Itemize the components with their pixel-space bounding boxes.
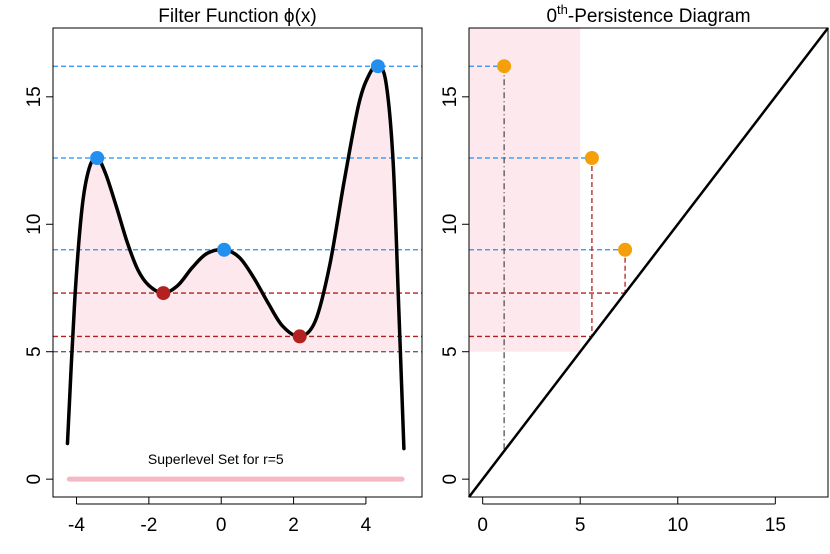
right-title: 0th-Persistence Diagram bbox=[546, 2, 750, 27]
maximum-point-0 bbox=[90, 150, 105, 165]
x-tick-label-1: -2 bbox=[140, 515, 157, 536]
maximum-point-2 bbox=[370, 59, 385, 74]
y-tick-label-2: 10 bbox=[24, 214, 45, 235]
superlevel-shade-area bbox=[67, 65, 404, 352]
x-tick-label-1: 5 bbox=[575, 515, 586, 536]
x-tick-label-3: 15 bbox=[765, 515, 786, 536]
y-tick-label-1: 5 bbox=[440, 346, 461, 357]
minimum-point-0 bbox=[156, 286, 171, 301]
x-tick-label-2: 0 bbox=[216, 515, 227, 536]
y-tick-label-1: 5 bbox=[24, 346, 45, 357]
x-tick-label-2: 10 bbox=[667, 515, 688, 536]
persistence-shaded-region bbox=[469, 28, 581, 352]
persistence-points bbox=[497, 59, 633, 257]
superlevel-region bbox=[67, 65, 404, 352]
x-tick-label-0: -4 bbox=[68, 515, 85, 536]
superlevel-annotation: Superlevel Set for r=5 bbox=[148, 451, 284, 467]
filter-function-panel: Filter Function ϕ(x) Superlevel Set for … bbox=[24, 6, 423, 536]
y-tick-label-2: 10 bbox=[440, 214, 461, 235]
right-plot-frame bbox=[468, 27, 829, 498]
x-tick-label-3: 2 bbox=[288, 515, 299, 536]
persistence-point-1 bbox=[584, 150, 599, 165]
left-title: Filter Function ϕ(x) bbox=[158, 6, 316, 27]
critical-points bbox=[90, 59, 385, 344]
x-tick-label-0: 0 bbox=[477, 515, 488, 536]
y-tick-label-3: 15 bbox=[440, 86, 461, 107]
left-axes: -4 -2 0 2 4 0 5 10 15 bbox=[24, 86, 372, 536]
critical-value-lines bbox=[53, 65, 422, 353]
minimum-point-1 bbox=[292, 329, 307, 344]
y-tick-label-0: 0 bbox=[440, 474, 461, 485]
shaded-region-rect bbox=[469, 28, 581, 352]
persistence-diagram-panel: 0th-Persistence Diagram 0 5 10 15 0 5 10 15 bbox=[440, 2, 829, 536]
diagonal-line bbox=[468, 27, 829, 498]
right-axes: 0 5 10 15 0 5 10 15 bbox=[440, 86, 786, 536]
diagonal bbox=[468, 27, 829, 498]
persistence-point-0 bbox=[497, 59, 512, 74]
y-tick-label-3: 15 bbox=[24, 86, 45, 107]
left-plot-frame bbox=[52, 27, 423, 498]
y-tick-label-0: 0 bbox=[24, 474, 45, 485]
persistence-guide-lines bbox=[469, 65, 626, 452]
persistence-point-2 bbox=[618, 242, 633, 257]
x-tick-label-4: 4 bbox=[361, 515, 372, 536]
maximum-point-1 bbox=[217, 242, 232, 257]
